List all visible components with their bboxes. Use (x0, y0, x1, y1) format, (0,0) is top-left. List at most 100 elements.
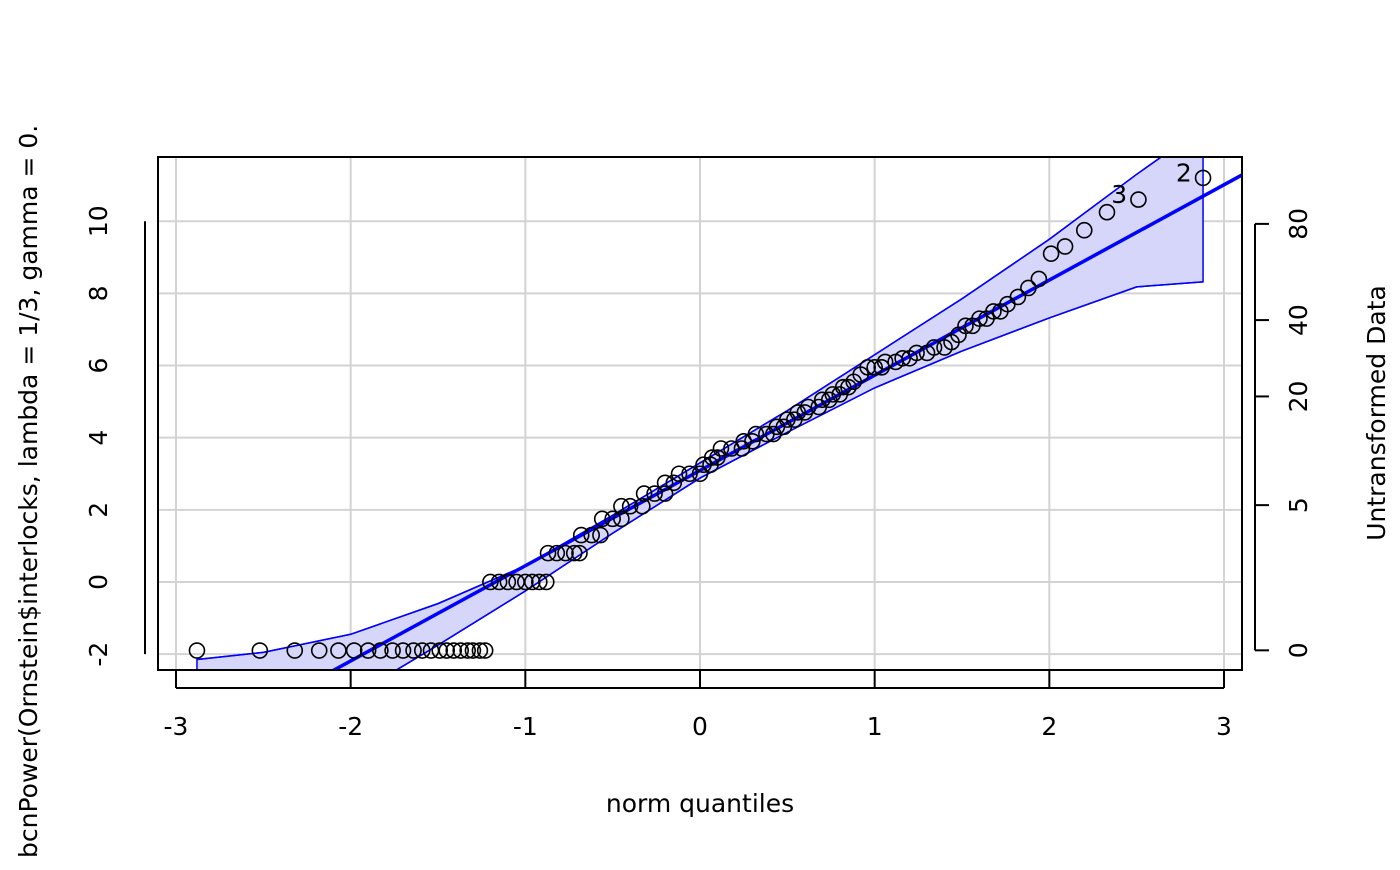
y-tick-label: 10 (84, 205, 113, 237)
point (703, 449, 721, 466)
point (531, 573, 548, 591)
point (557, 544, 574, 562)
point (735, 432, 752, 450)
x-tick-label: -1 (513, 712, 538, 741)
point (413, 642, 431, 659)
point (565, 544, 583, 562)
x-axis-title: norm quantiles (606, 789, 794, 818)
point (359, 642, 377, 659)
point (517, 573, 534, 591)
point (723, 440, 740, 457)
point (524, 573, 541, 591)
point (445, 642, 463, 659)
envelope-lower (394, 281, 1204, 670)
point (471, 642, 489, 659)
point (1056, 238, 1074, 255)
point (1194, 169, 1212, 187)
axes: -3 -2 -1 0 1 2 3 -2 0 2 4 6 8 10 0 5 20 40 80 (84, 205, 1313, 741)
point (646, 485, 663, 502)
point (490, 573, 508, 591)
point (583, 526, 601, 544)
point (464, 642, 482, 659)
x-tick-label: 3 (1216, 712, 1232, 741)
point (499, 573, 517, 591)
point (834, 378, 852, 396)
point (1020, 279, 1037, 297)
point (621, 497, 639, 515)
point (656, 474, 674, 492)
point (459, 642, 476, 659)
y-tick-label: 4 (84, 430, 113, 446)
point (665, 474, 683, 492)
point (957, 317, 974, 335)
point (394, 642, 412, 659)
y2-axis-title: Untransformed Data (1362, 285, 1391, 541)
point (1030, 270, 1048, 288)
point (635, 485, 653, 502)
point (539, 544, 557, 562)
point (908, 344, 925, 362)
point (1130, 191, 1147, 208)
point (345, 642, 363, 659)
point (681, 465, 698, 483)
point (438, 642, 456, 659)
y-axis-title: bcnPower(Ornstein$interlocks, lambda = 1… (14, 125, 43, 858)
point-label: 3 (1111, 180, 1127, 209)
point (431, 642, 449, 659)
point (1075, 221, 1093, 239)
point (985, 303, 1002, 320)
point (691, 465, 709, 483)
point (840, 378, 857, 396)
point (548, 544, 566, 562)
point (592, 526, 609, 544)
point (452, 642, 470, 659)
x-tick-label: 2 (1041, 712, 1057, 741)
point (894, 350, 911, 367)
point (604, 510, 621, 528)
point (813, 391, 831, 409)
point (613, 510, 630, 528)
point (384, 642, 401, 659)
point (1009, 288, 1027, 306)
x-tick-label: 0 (692, 712, 708, 741)
point (1042, 245, 1060, 262)
plot-area: 32 (188, 157, 1242, 670)
point (656, 485, 674, 502)
point (537, 573, 555, 591)
point-label: 2 (1176, 158, 1192, 187)
point (251, 642, 269, 659)
point (712, 440, 730, 457)
point (572, 526, 590, 544)
point (709, 449, 726, 466)
envelope-upper (196, 157, 1163, 661)
point (789, 404, 807, 421)
y2-tick-label: 20 (1284, 381, 1313, 413)
y2-tick-label: 40 (1284, 304, 1313, 336)
point (634, 497, 651, 515)
point (876, 353, 894, 371)
point (405, 642, 422, 659)
y-tick-label: 8 (84, 285, 113, 301)
y-tick-label: -2 (84, 642, 113, 667)
point (925, 339, 943, 356)
point (866, 359, 883, 376)
point (799, 398, 817, 416)
point (613, 497, 630, 515)
point (670, 465, 688, 483)
point (859, 359, 876, 376)
x-tick-label: -3 (164, 712, 189, 741)
y-tick-label: 0 (84, 574, 113, 590)
point (1098, 203, 1116, 221)
y2-tick-label: 0 (1284, 642, 1313, 658)
point (310, 642, 328, 659)
point (482, 573, 499, 591)
point (372, 642, 389, 659)
point (593, 510, 611, 528)
y2-tick-label: 80 (1284, 208, 1313, 240)
y-tick-label: 6 (84, 358, 113, 374)
point (747, 425, 765, 443)
point (971, 310, 988, 327)
y-tick-label: 2 (84, 502, 113, 518)
